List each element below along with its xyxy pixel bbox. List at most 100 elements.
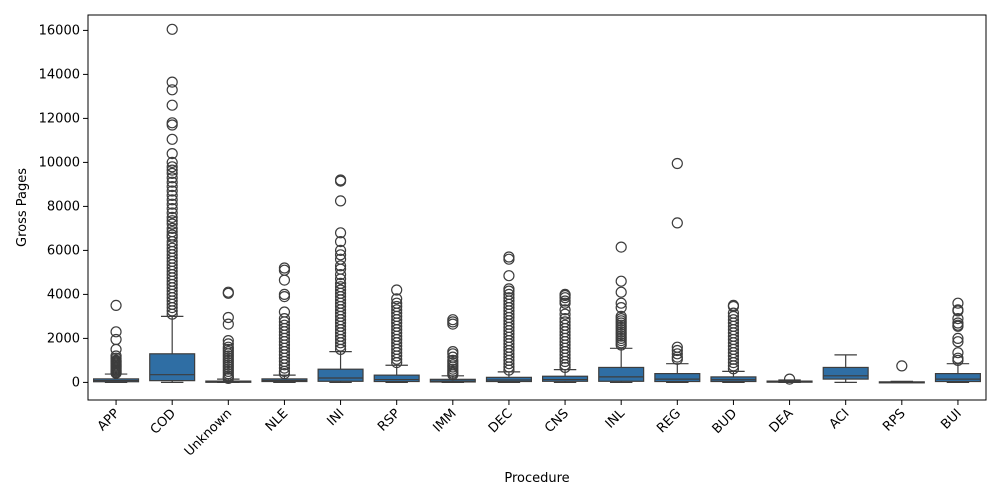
outlier-point [166, 84, 178, 96]
outlier-point [559, 292, 571, 304]
outlier-point [503, 253, 515, 265]
x-tick-label: COD [148, 406, 179, 437]
outlier-point [334, 337, 347, 349]
box-dea [766, 373, 813, 385]
box-rps [878, 360, 925, 384]
box-reg [654, 157, 701, 383]
x-tick-label: RPS [880, 406, 908, 434]
box-series [93, 23, 981, 385]
outlier-point [110, 367, 122, 379]
outlier-point [166, 185, 178, 197]
outlier-point [334, 249, 347, 261]
box-iqr [598, 366, 645, 382]
outlier-point [166, 167, 178, 179]
x-tick-label: NLE [263, 406, 291, 434]
outlier-point [166, 203, 178, 215]
outlier-point [334, 260, 347, 272]
box-app [93, 299, 140, 383]
outlier-point [559, 297, 571, 309]
outlier-point [166, 76, 178, 88]
y-tick-label: 14000 [39, 67, 80, 82]
outlier-point [222, 318, 234, 330]
x-axis: APP COD Unknown NLE INI RSP IMM DEC CNS INL REG BUD… [95, 400, 965, 460]
outlier-point [166, 222, 178, 234]
box-bui [934, 297, 981, 383]
outlier-point [166, 305, 178, 317]
outlier-point [503, 364, 515, 376]
box-cod [149, 23, 196, 383]
outlier-point [334, 269, 347, 281]
x-tick-label: BUD [710, 406, 741, 437]
outlier-point [334, 227, 347, 239]
outlier-point [559, 308, 571, 320]
box-iqr [654, 373, 701, 383]
y-tick-label: 16000 [39, 23, 80, 38]
x-tick-label: DEC [486, 406, 516, 436]
outlier-point [559, 304, 571, 316]
outlier-point [278, 359, 291, 371]
outlier-point [222, 287, 234, 299]
outlier-point [503, 270, 515, 282]
outlier-point [334, 175, 347, 187]
x-tick-label: IMM [430, 406, 459, 435]
outlier-point [166, 194, 178, 206]
outlier-point [166, 176, 178, 188]
outlier-point [952, 305, 964, 317]
outlier-point [166, 218, 178, 230]
y-tick-label: 6000 [47, 243, 80, 258]
outlier-point [166, 161, 178, 173]
outlier-point [615, 302, 627, 314]
outlier-point [166, 164, 178, 176]
x-tick-label: DEA [767, 406, 797, 436]
outlier-point [447, 369, 459, 381]
plot-frame [87, 14, 987, 401]
outlier-point [166, 189, 178, 201]
outlier-point [615, 275, 627, 287]
box-aci [822, 354, 869, 383]
outlier-point [559, 359, 571, 371]
outlier-point [727, 360, 740, 372]
y-tick-label: 12000 [39, 111, 80, 126]
outlier-point [166, 211, 178, 223]
outlier-point [391, 350, 403, 362]
outlier-point [166, 181, 178, 193]
outlier-point [447, 318, 459, 330]
box-cns [542, 288, 589, 383]
outlier-point [334, 340, 347, 352]
outlier-point [166, 148, 178, 160]
box-iqr [317, 368, 364, 382]
outlier-point [166, 207, 178, 219]
y-tick-label: 0 [72, 375, 80, 390]
x-tick-label: CNS [542, 406, 572, 436]
y-tick-label: 10000 [39, 155, 80, 170]
outlier-point [952, 354, 964, 366]
box-iqr [373, 374, 420, 383]
outlier-point [166, 198, 178, 210]
outlier-point [391, 357, 403, 369]
x-tick-label: INL [603, 406, 629, 432]
box-bud [710, 299, 757, 383]
outlier-point [166, 156, 178, 168]
outlier-point [391, 353, 403, 365]
outlier-point [166, 215, 178, 227]
outlier-point [952, 313, 964, 325]
outlier-point [334, 273, 347, 285]
outlier-point [110, 299, 122, 311]
outlier-point [447, 348, 459, 360]
y-tick-label: 4000 [47, 287, 80, 302]
x-tick-label: Unknown [182, 406, 235, 459]
y-axis-label: Gross Pages [15, 168, 30, 247]
x-tick-label: RSP [375, 406, 403, 434]
outlier-point [334, 244, 347, 256]
x-tick-label: APP [95, 406, 123, 434]
x-tick-label: BUI [938, 406, 964, 432]
outlier-point [166, 119, 178, 131]
outlier-point [110, 326, 122, 338]
box-dec [485, 251, 532, 383]
box-nle [261, 262, 308, 383]
outlier-point [952, 297, 964, 309]
box-rsp [373, 284, 420, 383]
x-tick-label: REG [654, 406, 684, 436]
outlier-point [615, 297, 627, 309]
outlier-point [166, 23, 178, 35]
